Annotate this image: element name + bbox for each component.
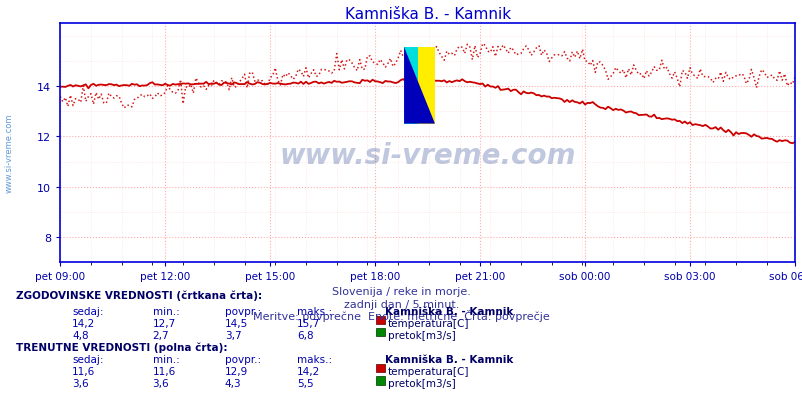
- Text: Kamniška B. - Kamnik: Kamniška B. - Kamnik: [385, 354, 513, 364]
- Text: sedaj:: sedaj:: [72, 354, 103, 364]
- Text: 12,7: 12,7: [152, 318, 176, 328]
- Text: pretok[m3/s]: pretok[m3/s]: [387, 378, 455, 388]
- Text: 4,8: 4,8: [72, 330, 89, 340]
- Text: 14,5: 14,5: [225, 318, 248, 328]
- Text: 3,6: 3,6: [72, 378, 89, 388]
- Text: maks.:: maks.:: [297, 354, 332, 364]
- Title: Kamniška B. - Kamnik: Kamniška B. - Kamnik: [344, 6, 510, 22]
- Text: povpr.:: povpr.:: [225, 354, 261, 364]
- Bar: [403, 48, 435, 124]
- Text: temperatura[C]: temperatura[C]: [387, 366, 468, 376]
- Text: povpr.:: povpr.:: [225, 306, 261, 316]
- Text: 14,2: 14,2: [72, 318, 95, 328]
- Text: pretok[m3/s]: pretok[m3/s]: [387, 330, 455, 340]
- Text: Meritve: povprečne  Enote: metrične  Črta: povprečje: Meritve: povprečne Enote: metrične Črta:…: [253, 309, 549, 321]
- Text: Slovenija / reke in morje.: Slovenija / reke in morje.: [332, 287, 470, 297]
- Text: 11,6: 11,6: [72, 366, 95, 376]
- Text: 5,5: 5,5: [297, 378, 314, 388]
- Text: TRENUTNE VREDNOSTI (polna črta):: TRENUTNE VREDNOSTI (polna črta):: [16, 341, 227, 352]
- Text: 12,9: 12,9: [225, 366, 248, 376]
- Text: 3,7: 3,7: [225, 330, 241, 340]
- Text: zadnji dan / 5 minut.: zadnji dan / 5 minut.: [343, 299, 459, 309]
- Text: 11,6: 11,6: [152, 366, 176, 376]
- Text: 6,8: 6,8: [297, 330, 314, 340]
- Text: maks.:: maks.:: [297, 306, 332, 316]
- Polygon shape: [403, 48, 435, 124]
- Text: 2,7: 2,7: [152, 330, 169, 340]
- Text: sedaj:: sedaj:: [72, 306, 103, 316]
- Text: min.:: min.:: [152, 354, 179, 364]
- Text: 3,6: 3,6: [152, 378, 169, 388]
- Text: 14,2: 14,2: [297, 366, 320, 376]
- Text: Kamniška B. - Kamnik: Kamniška B. - Kamnik: [385, 306, 513, 316]
- Text: www.si-vreme.com: www.si-vreme.com: [5, 113, 14, 192]
- Bar: [403, 48, 418, 124]
- Text: 15,7: 15,7: [297, 318, 320, 328]
- Text: temperatura[C]: temperatura[C]: [387, 318, 468, 328]
- Text: 4,3: 4,3: [225, 378, 241, 388]
- Text: min.:: min.:: [152, 306, 179, 316]
- Text: ZGODOVINSKE VREDNOSTI (črtkana črta):: ZGODOVINSKE VREDNOSTI (črtkana črta):: [16, 290, 262, 300]
- Text: www.si-vreme.com: www.si-vreme.com: [279, 141, 575, 169]
